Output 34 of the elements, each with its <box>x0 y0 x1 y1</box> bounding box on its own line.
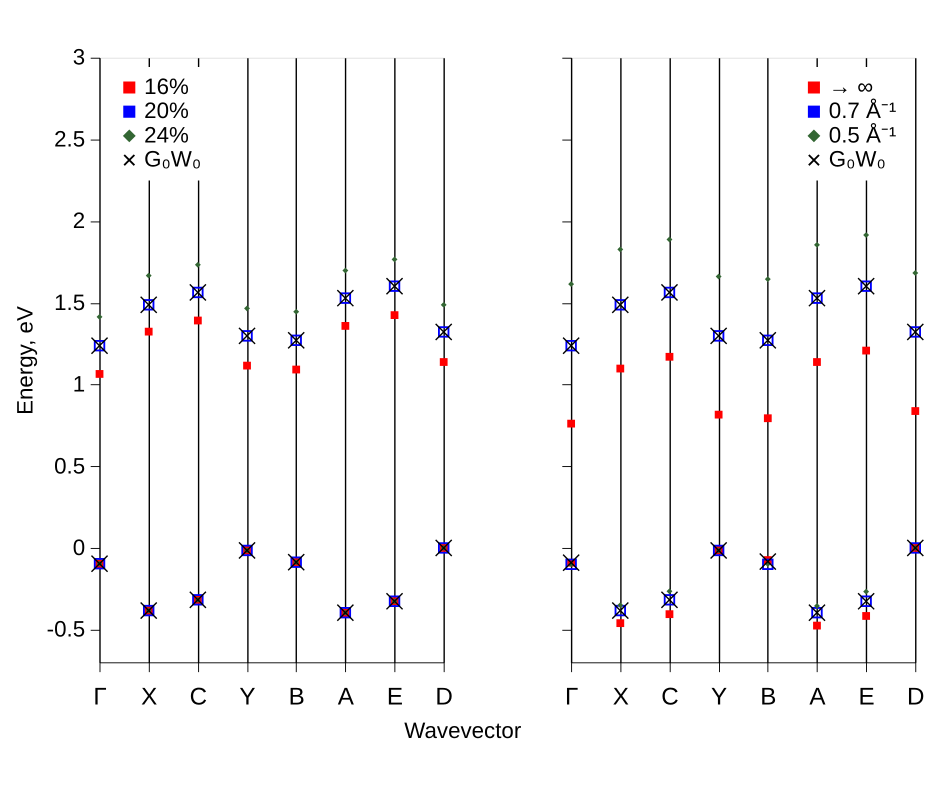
y-tick-label: 0.5 <box>54 453 86 478</box>
y-tick-label: 1.5 <box>54 290 86 315</box>
x-tick-label: D <box>435 684 453 711</box>
y-tick-label: 0 <box>72 534 86 560</box>
x-tick-label: X <box>612 684 629 711</box>
legend-label: 24% <box>144 122 189 148</box>
x-tick-label: B <box>760 684 776 711</box>
legend-label: 20% <box>144 98 189 124</box>
x-tick-label: Y <box>239 684 256 711</box>
y-tick-label: -0.5 <box>46 616 86 642</box>
x-tick-label: Γ <box>93 684 107 711</box>
x-tick-label: C <box>190 684 208 711</box>
x-tick-label: D <box>907 684 925 711</box>
legend-label: G₀W₀ <box>828 146 886 172</box>
y-tick-label: 2.5 <box>54 126 86 152</box>
x-tick-label: E <box>858 684 875 711</box>
y-tick-label: 3 <box>72 44 86 70</box>
legend-label: 0.7 Å⁻¹ <box>828 98 896 124</box>
y-tick-label: 2 <box>72 208 86 234</box>
x-axis-title: Wavevector <box>404 718 522 744</box>
y-axis-title: Energy, eV <box>12 306 38 415</box>
y-tick-label: 1 <box>72 372 86 397</box>
x-tick-label: A <box>338 684 355 711</box>
x-tick-label: X <box>141 684 158 711</box>
x-tick-label: C <box>661 684 679 711</box>
legend-label: → ∞ <box>828 74 874 100</box>
legend-label: 0.5 Å⁻¹ <box>828 122 896 148</box>
x-tick-label: Y <box>711 684 728 711</box>
legend-label: 16% <box>144 74 189 100</box>
x-tick-label: E <box>386 684 404 711</box>
legend-label: G₀W₀ <box>144 146 202 172</box>
x-tick-label: Γ <box>564 684 578 711</box>
x-tick-label: A <box>809 684 826 711</box>
x-tick-label: B <box>288 684 305 711</box>
